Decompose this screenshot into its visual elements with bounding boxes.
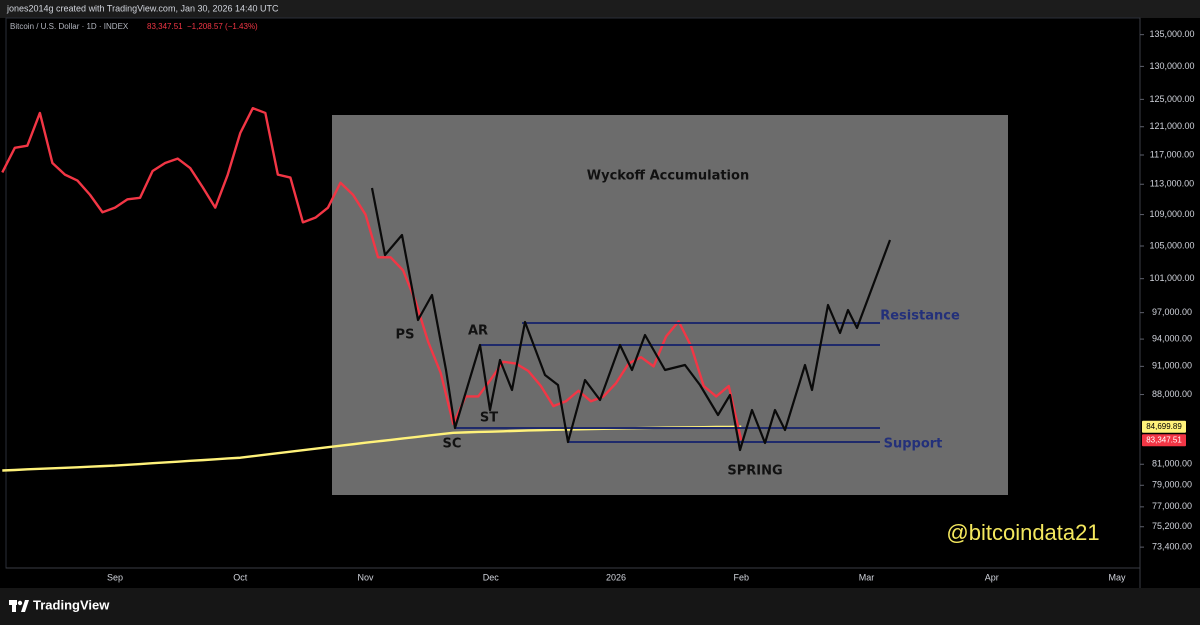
x-tick-label: Nov [358, 572, 375, 582]
x-tick-label: Dec [483, 572, 500, 582]
schematic-path [370, 187, 892, 452]
phase-label: SC [443, 437, 462, 452]
footer-brand: TradingView [33, 597, 110, 612]
phase-label: SPRING [727, 464, 782, 479]
y-tick-label: 125,000.00 [1149, 94, 1194, 104]
footer-logo [9, 600, 29, 612]
header-text: jones2014g created with TradingView.com,… [6, 3, 279, 13]
y-tick-label: 97,000.00 [1152, 307, 1192, 317]
x-tick-label: Apr [985, 572, 999, 582]
header-bar [0, 0, 1200, 18]
y-tick-label: 109,000.00 [1149, 209, 1194, 219]
x-tick-label: 2026 [606, 572, 626, 582]
x-tick-label: Sep [107, 572, 123, 582]
phase-label: PS [396, 328, 415, 343]
watermark: @bitcoindata21 [946, 520, 1099, 545]
x-tick-label: Feb [734, 572, 750, 582]
y-tick-label: 73,400.00 [1152, 541, 1192, 551]
y-tick-label: 91,000.00 [1152, 361, 1192, 371]
y-tick-label: 94,000.00 [1152, 333, 1192, 343]
price-tag [1142, 434, 1186, 447]
y-tick-label: 81,000.00 [1152, 459, 1192, 469]
y-tick-label: 121,000.00 [1149, 121, 1194, 131]
price-line [1, 106, 743, 441]
overlay-box [332, 115, 1008, 495]
y-tick-label: 135,000.00 [1149, 29, 1194, 39]
x-tick-label: Oct [233, 572, 248, 582]
y-tick-label: 88,000.00 [1152, 389, 1192, 399]
price-tag-label: 84,699.89 [1146, 422, 1182, 431]
last-price: 83,347.51 [147, 22, 183, 31]
phase-label: ST [480, 411, 498, 426]
y-tick-label: 77,000.00 [1152, 501, 1192, 511]
y-tick-label: 79,000.00 [1152, 480, 1192, 490]
price-tag [1142, 420, 1186, 433]
price-tag-label: 83,347.51 [1146, 435, 1182, 444]
resistance-label: Resistance [880, 309, 960, 324]
footer-bar [0, 588, 1200, 625]
x-tick-label: May [1109, 572, 1127, 582]
overlay-background [332, 115, 1008, 495]
y-tick-label: 117,000.00 [1150, 149, 1194, 159]
y-tick-label: 130,000.00 [1149, 61, 1194, 71]
y-tick-label: 105,000.00 [1149, 240, 1194, 250]
support-label: Support [884, 437, 943, 452]
overlay-title: Wyckoff Accumulation [587, 169, 749, 184]
y-tick-label: 75,200.00 [1152, 521, 1192, 531]
y-tick-label: 101,000.00 [1149, 273, 1194, 283]
phase-label: AR [468, 324, 488, 339]
price-change: −1,208.57 (−1.43%) [187, 22, 258, 31]
y-tick-label: 113,000.00 [1150, 179, 1194, 189]
x-tick-label: Mar [859, 572, 875, 582]
symbol-label: Bitcoin / U.S. Dollar · 1D · INDEX [10, 22, 129, 31]
overlay-drawing: Wyckoff Accumulation PS AR ST SC SPRING … [370, 169, 960, 479]
